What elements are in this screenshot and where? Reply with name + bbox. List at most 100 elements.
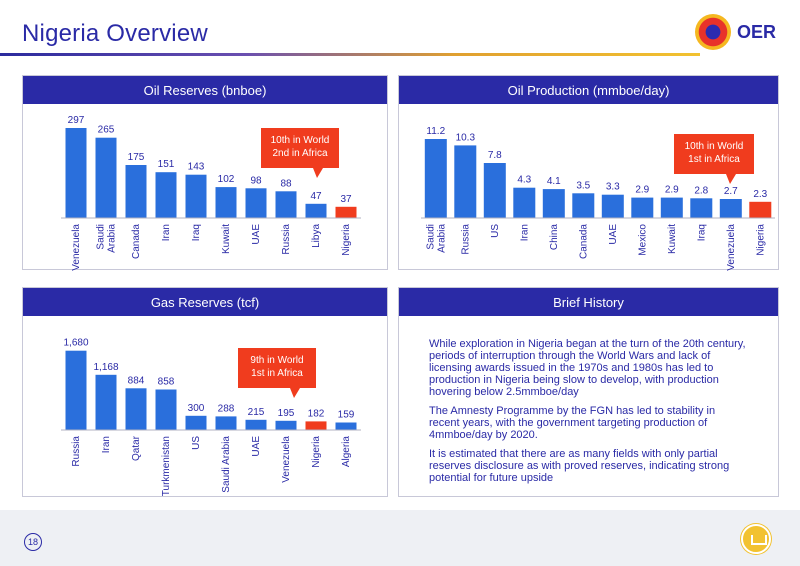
history-paragraph-2: The Amnesty Programme by the FGN has led… (429, 405, 716, 441)
value-label: 47 (310, 191, 322, 202)
title-rule (0, 53, 700, 56)
bar-canada (572, 193, 595, 218)
value-label: 10.3 (456, 132, 476, 143)
value-label: 884 (128, 375, 145, 386)
callout-box (261, 128, 339, 178)
oil-reserves-chart: 297 Venezuela 265 SaudiArabia 175 Canada 151 Ir… (61, 115, 361, 271)
gas-reserves-panel: Gas Reserves (tcf) 1,680 Russia 1,168 Iran 8… (22, 287, 388, 497)
category-label: Venezuela (71, 224, 82, 271)
oil-production-panel: Oil Production (mmboe/day) 11.2 SaudiArab… (398, 75, 779, 271)
brief-history-header: Brief History (399, 288, 778, 316)
bar-kuwait (660, 197, 683, 218)
oil-production-header: Oil Production (mmboe/day) (399, 76, 778, 104)
value-label: 297 (68, 115, 85, 126)
bar-qatar (125, 388, 147, 430)
category-label: SaudiArabia (425, 224, 447, 253)
callout-box (238, 348, 316, 398)
category-label: US (191, 436, 202, 450)
category-label: Libya (311, 224, 322, 248)
category-label: Iraq (696, 224, 707, 241)
value-label: 215 (248, 407, 265, 418)
bar-uae (245, 419, 267, 430)
value-label: 2.9 (665, 185, 679, 196)
callout-text: 9th in World (250, 355, 303, 366)
category-label: Russia (460, 224, 471, 255)
category-label: Iran (519, 224, 530, 241)
category-label: UAE (251, 224, 262, 245)
history-paragraph-1: While exploration in Nigeria began at th… (429, 338, 746, 398)
oil-reserves-panel: Oil Reserves (bnboe) 297 Venezuela 265 Saud… (22, 75, 388, 271)
bar-algeria (335, 422, 357, 430)
value-label: 3.5 (576, 180, 590, 191)
value-label: 2.7 (724, 186, 738, 197)
category-label: Canada (578, 224, 589, 259)
oil-production-chart: 11.2 SaudiArabia 10.3 Russia 7.8 US 4.3 Iran 4.1… (421, 126, 775, 271)
category-label: Nigeria (755, 224, 766, 256)
callout-box (674, 134, 754, 184)
gas-reserves-chart: 1,680 Russia 1,168 Iran 884 Qatar 858 Turkmenis… (61, 338, 361, 496)
page-title: Nigeria Overview (22, 20, 208, 47)
value-label: 143 (188, 162, 205, 173)
gas-reserves-header: Gas Reserves (tcf) (23, 288, 387, 316)
bar-iran (95, 374, 117, 430)
category-label: UAE (608, 224, 619, 245)
value-label: 182 (308, 408, 325, 419)
bar-saudi-arabia (424, 139, 447, 218)
category-label: Kuwait (667, 224, 678, 254)
bar-uae (601, 194, 624, 218)
value-label: 11.2 (426, 126, 445, 137)
bar-venezuela (719, 199, 742, 218)
history-text: While exploration in Nigeria began at th… (429, 338, 747, 491)
bar-saudi-arabia (95, 137, 117, 218)
bar-nigeria (305, 421, 327, 430)
category-label: Iran (161, 224, 172, 241)
bar-iran (155, 172, 177, 218)
value-label: 3.3 (606, 182, 620, 193)
logo-text: OER (737, 22, 777, 42)
bar-iraq (185, 174, 207, 218)
page-number: 18 (24, 533, 42, 551)
bar-us (185, 415, 207, 430)
callout-text: 10th in World (685, 141, 744, 152)
value-label: 1,168 (93, 362, 118, 373)
value-label: 288 (218, 403, 235, 414)
category-label: Venezuela (281, 436, 292, 483)
history-paragraph-3: It is estimated that there are as many f… (429, 448, 730, 484)
value-label: 151 (158, 159, 175, 170)
bar-russia (65, 350, 87, 430)
bar-kuwait (215, 187, 237, 218)
category-label: Mexico (637, 224, 648, 256)
category-label: UAE (251, 436, 262, 457)
value-label: 88 (280, 178, 292, 189)
category-label: Russia (71, 436, 82, 467)
company-badge-icon (741, 524, 771, 554)
bar-russia (275, 191, 297, 218)
category-label: Russia (281, 224, 292, 255)
oer-logo-icon (695, 14, 731, 50)
category-label: Qatar (131, 435, 142, 461)
value-label: 7.8 (488, 150, 502, 161)
value-label: 1,680 (63, 338, 88, 349)
value-label: 265 (98, 125, 115, 136)
callout-text: 1st in Africa (251, 368, 303, 379)
category-label: Iran (101, 436, 112, 453)
category-label: Nigeria (341, 224, 352, 256)
bar-venezuela (275, 420, 297, 430)
category-label: SaudiArabia (96, 224, 118, 253)
category-label: Venezuela (726, 224, 737, 271)
category-label: Canada (131, 224, 142, 259)
value-label: 4.1 (547, 176, 561, 187)
category-label: Turkmenistan (161, 436, 172, 496)
bar-nigeria (335, 206, 357, 218)
category-label: China (549, 224, 560, 251)
category-label: Algeria (341, 436, 352, 468)
bar-mexico (631, 197, 654, 218)
bar-iran (513, 187, 536, 218)
category-label: US (490, 224, 501, 238)
oil-reserves-header: Oil Reserves (bnboe) (23, 76, 387, 104)
bar-libya (305, 203, 327, 218)
value-label: 102 (218, 174, 235, 185)
value-label: 37 (340, 194, 352, 205)
value-label: 858 (158, 377, 175, 388)
value-label: 195 (278, 408, 295, 419)
